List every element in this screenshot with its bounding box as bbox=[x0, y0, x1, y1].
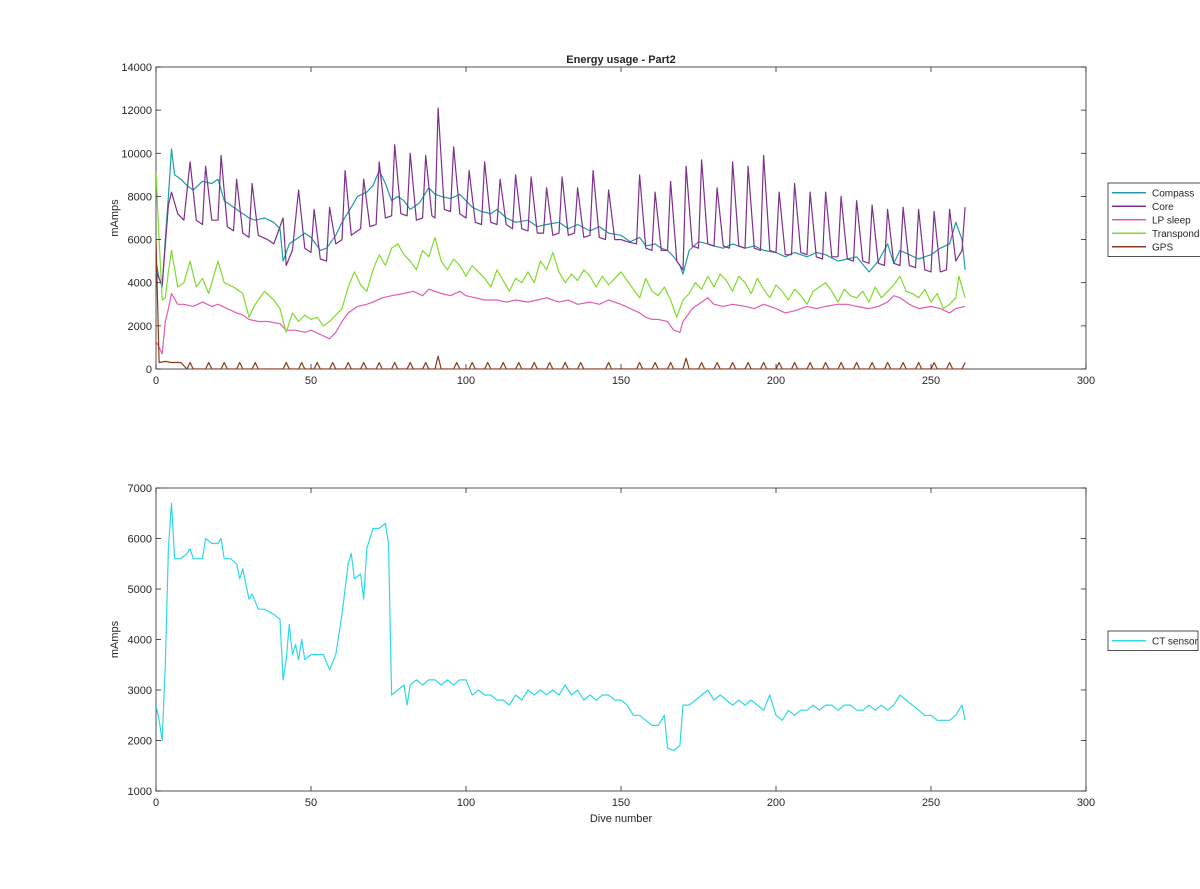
y-tick-label: 1000 bbox=[128, 786, 152, 798]
y-tick-label: 5000 bbox=[128, 584, 152, 596]
top-chart-title: Energy usage - Part2 bbox=[566, 54, 675, 66]
y-tick-label: 3000 bbox=[128, 685, 152, 697]
x-tick-label: 150 bbox=[612, 797, 630, 809]
bottom-y-axis-label: mAmps bbox=[109, 620, 121, 658]
y-tick-label: 6000 bbox=[128, 235, 152, 247]
bottom-plot-area bbox=[155, 487, 1087, 792]
top-axes: Energy usage - Part2 mAmps 0 50 100 150 200 2… bbox=[109, 54, 1200, 387]
legend-label: CT sensor bbox=[1152, 636, 1199, 647]
x-tick-label: 0 bbox=[153, 375, 159, 387]
legend-box bbox=[1107, 630, 1199, 651]
legend-label: Compass bbox=[1152, 188, 1194, 199]
x-tick-label: 200 bbox=[767, 375, 785, 387]
y-tick-label: 14000 bbox=[121, 62, 152, 74]
y-tick-label: 8000 bbox=[128, 191, 152, 203]
plot-frame bbox=[155, 66, 1087, 370]
bottom-series-group bbox=[156, 502, 966, 752]
x-tick-label: 100 bbox=[457, 375, 475, 387]
series-line-gps bbox=[156, 239, 966, 369]
legend-label: LP sleep bbox=[1152, 215, 1191, 226]
plot-frame bbox=[155, 487, 1087, 792]
x-tick-label: 300 bbox=[1077, 797, 1095, 809]
top-legend: Compass Core LP sleep Transponde GPS bbox=[1107, 182, 1200, 257]
y-tick-label: 10000 bbox=[121, 148, 152, 160]
y-tick-label: 7000 bbox=[128, 483, 152, 495]
top-y-axis-label: mAmps bbox=[109, 199, 121, 237]
bottom-ticks: 0 50 100 150 200 250 300 1000 2000 3000 4000 5000 60… bbox=[128, 483, 1096, 809]
y-tick-label: 6000 bbox=[128, 534, 152, 546]
x-tick-label: 250 bbox=[922, 375, 940, 387]
top-series-group bbox=[156, 107, 966, 369]
series-line-transponde bbox=[156, 172, 966, 333]
legend-label: Core bbox=[1152, 202, 1174, 213]
bottom-legend: CT sensor bbox=[1107, 630, 1199, 651]
y-tick-label: 4000 bbox=[128, 278, 152, 290]
bottom-x-axis-label: Dive number bbox=[590, 813, 653, 825]
series-line-ct-sensor bbox=[156, 502, 966, 752]
series-line-core bbox=[156, 107, 966, 286]
x-tick-label: 100 bbox=[457, 797, 475, 809]
y-tick-label: 12000 bbox=[121, 105, 152, 117]
y-tick-label: 2000 bbox=[128, 736, 152, 748]
bottom-axes: mAmps Dive number 0 50 100 150 200 250 300 1000… bbox=[109, 483, 1199, 825]
top-plot-area bbox=[155, 66, 1087, 370]
top-ticks: 0 50 100 150 200 250 300 0 2000 4000 6000 8000 10000… bbox=[121, 62, 1095, 387]
legend-label: GPS bbox=[1152, 242, 1173, 253]
x-tick-label: 150 bbox=[612, 375, 630, 387]
y-tick-label: 0 bbox=[146, 364, 152, 376]
legend-label: Transponde bbox=[1152, 229, 1200, 240]
x-tick-label: 0 bbox=[153, 797, 159, 809]
x-tick-label: 50 bbox=[305, 375, 317, 387]
x-tick-label: 50 bbox=[305, 797, 317, 809]
x-tick-label: 300 bbox=[1077, 375, 1095, 387]
y-tick-label: 4000 bbox=[128, 635, 152, 647]
y-tick-label: 2000 bbox=[128, 321, 152, 333]
x-tick-label: 200 bbox=[767, 797, 785, 809]
series-line-lp-sleep bbox=[156, 288, 966, 355]
x-tick-label: 250 bbox=[922, 797, 940, 809]
